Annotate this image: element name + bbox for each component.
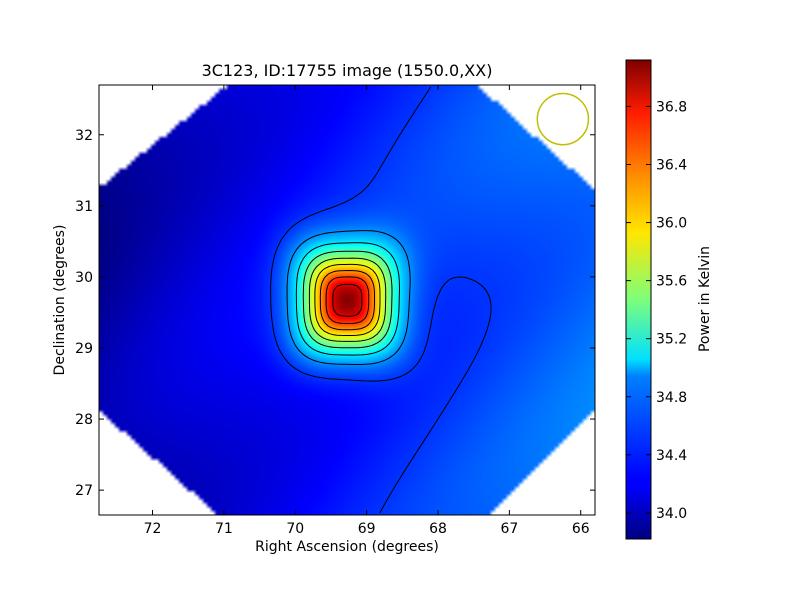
x-tick-label: 68 bbox=[429, 521, 447, 537]
colorbar-label: Power in Kelvin bbox=[697, 246, 713, 352]
contour-level bbox=[302, 250, 393, 349]
y-tick-label: 28 bbox=[75, 412, 93, 428]
y-tick-label: 31 bbox=[75, 199, 93, 215]
y-tick-label: 29 bbox=[75, 341, 93, 357]
contour-level bbox=[332, 283, 363, 317]
colorbar-tick-label: 34.8 bbox=[656, 390, 687, 406]
contour-level bbox=[314, 263, 381, 336]
plot-area: 72 71 70 69 68 67 66 27 28 29 30 31 32 bbox=[75, 84, 596, 537]
y-tick-label: 27 bbox=[75, 483, 93, 499]
chart-title: 3C123, ID:17755 image (1550.0,XX) bbox=[202, 61, 493, 80]
colorbar-tick-label: 36.0 bbox=[656, 216, 687, 232]
x-axis-ticks: 72 71 70 69 68 67 66 bbox=[144, 85, 590, 537]
contour-level bbox=[308, 257, 387, 342]
colorbar-ticks: 34.0 34.4 34.8 35.2 35.6 36.0 36.4 36.8 bbox=[626, 99, 687, 522]
heatmap-image bbox=[99, 85, 595, 515]
colorbar-tick-label: 36.4 bbox=[656, 158, 687, 174]
x-tick-label: 66 bbox=[572, 521, 590, 537]
y-axis-ticks: 27 28 29 30 31 32 bbox=[75, 128, 595, 499]
colorbar-gradient bbox=[626, 60, 651, 539]
colorbar-tick-label: 34.0 bbox=[656, 506, 687, 522]
beam-circle bbox=[536, 92, 590, 146]
x-tick-label: 71 bbox=[215, 521, 233, 537]
contour-level bbox=[325, 276, 370, 324]
contour-level bbox=[319, 270, 375, 331]
x-tick-label: 72 bbox=[144, 521, 162, 537]
colorbar-tick-label: 36.8 bbox=[656, 99, 687, 115]
contour-level bbox=[270, 86, 492, 514]
colorbar: 34.0 34.4 34.8 35.2 35.6 36.0 36.4 36.8 Power i… bbox=[625, 59, 713, 540]
plot-frame bbox=[98, 84, 596, 516]
x-tick-label: 69 bbox=[358, 521, 376, 537]
y-tick-label: 32 bbox=[75, 128, 93, 144]
contour-level bbox=[286, 230, 411, 365]
contour-level bbox=[295, 242, 400, 356]
contour-lines bbox=[270, 86, 492, 514]
colorbar-tick-label: 35.2 bbox=[656, 332, 687, 348]
x-axis-label: Right Ascension (degrees) bbox=[255, 539, 439, 555]
x-tick-label: 67 bbox=[500, 521, 518, 537]
x-tick-label: 70 bbox=[286, 521, 304, 537]
y-tick-label: 30 bbox=[75, 270, 93, 286]
colorbar-tick-label: 34.4 bbox=[656, 448, 687, 464]
colorbar-frame bbox=[625, 59, 652, 540]
y-axis-label: Declination (degrees) bbox=[52, 225, 68, 376]
colorbar-tick-label: 35.6 bbox=[656, 274, 687, 290]
